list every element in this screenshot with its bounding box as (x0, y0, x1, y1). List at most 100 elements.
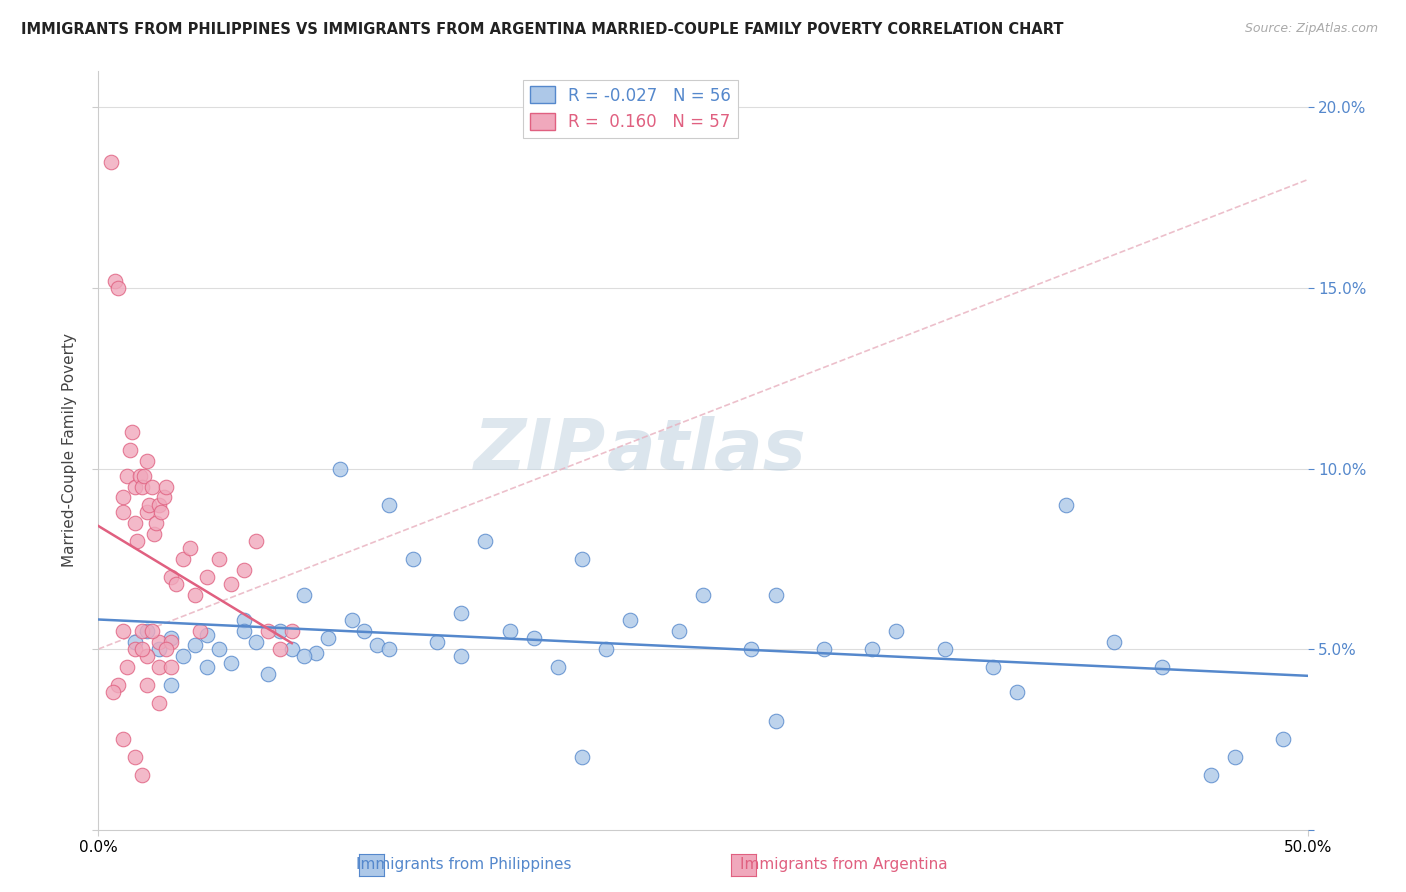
Point (692, 588, 714, 602)
Point (1152, 660, 1174, 674)
Point (127, 533, 149, 548)
Point (134, 468, 156, 483)
Point (765, 588, 787, 602)
Point (981, 660, 1004, 674)
Point (934, 642, 956, 657)
Point (402, 551, 425, 566)
Point (160, 635, 183, 649)
Point (184, 639, 207, 653)
Point (148, 635, 170, 649)
Text: Source: ZipAtlas.com: Source: ZipAtlas.com (1244, 22, 1378, 36)
Point (131, 624, 153, 638)
Point (141, 624, 163, 638)
Point (377, 498, 399, 512)
Point (160, 660, 183, 674)
Point (292, 649, 315, 664)
Point (179, 541, 201, 555)
Point (145, 516, 167, 530)
Point (1054, 498, 1077, 512)
Point (269, 624, 291, 638)
Point (148, 660, 170, 674)
Point (547, 660, 569, 674)
Point (1199, 768, 1222, 782)
Y-axis label: Married-Couple Family Poverty: Married-Couple Family Poverty (62, 334, 77, 567)
Point (131, 479, 153, 493)
Point (135, 649, 157, 664)
Point (124, 635, 146, 649)
Point (329, 461, 352, 475)
Point (571, 551, 593, 566)
Point (184, 588, 207, 602)
Point (107, 281, 129, 295)
Point (172, 649, 194, 664)
Point (1272, 732, 1295, 747)
Point (221, 657, 243, 671)
Point (111, 732, 134, 747)
Point (232, 613, 254, 627)
Point (111, 624, 134, 638)
Point (150, 505, 173, 519)
Point (135, 505, 157, 519)
Point (135, 624, 157, 638)
Point (121, 425, 143, 440)
Point (124, 516, 146, 530)
Point (256, 624, 278, 638)
Point (619, 613, 641, 627)
Point (155, 479, 177, 493)
Point (245, 635, 267, 649)
Point (118, 443, 141, 458)
Point (305, 646, 328, 660)
Point (232, 624, 254, 638)
Point (281, 642, 304, 657)
Text: ZIP: ZIP (474, 416, 606, 485)
Point (256, 667, 278, 681)
Point (131, 642, 153, 657)
Point (155, 642, 177, 657)
Point (195, 660, 218, 674)
Point (813, 642, 835, 657)
Point (101, 685, 124, 699)
Point (269, 642, 291, 657)
Point (316, 631, 339, 645)
Point (195, 570, 218, 584)
Point (148, 696, 170, 710)
Point (860, 642, 883, 657)
Point (377, 642, 399, 657)
Text: IMMIGRANTS FROM PHILIPPINES VS IMMIGRANTS FROM ARGENTINA MARRIED-COUPLE FAMILY P: IMMIGRANTS FROM PHILIPPINES VS IMMIGRANT… (21, 22, 1063, 37)
Point (172, 551, 194, 566)
Point (160, 678, 183, 692)
Point (886, 624, 908, 638)
Point (148, 642, 170, 657)
Point (571, 750, 593, 764)
Point (281, 624, 304, 638)
Point (117, 468, 139, 483)
Text: Immigrants from Argentina: Immigrants from Argentina (740, 857, 948, 872)
Point (124, 479, 146, 493)
Point (138, 498, 160, 512)
Point (366, 639, 388, 653)
Point (111, 491, 134, 505)
Point (104, 274, 127, 288)
Point (474, 533, 496, 548)
Point (498, 624, 520, 638)
Point (195, 627, 218, 641)
Point (740, 642, 762, 657)
Point (107, 678, 129, 692)
Point (188, 624, 211, 638)
Point (426, 635, 449, 649)
Point (765, 714, 787, 729)
Point (1223, 750, 1246, 764)
Point (111, 505, 134, 519)
Point (165, 577, 187, 591)
Point (128, 468, 150, 483)
Point (668, 624, 690, 638)
Point (143, 526, 166, 541)
Legend: R = -0.027   N = 56, R =  0.160   N = 57: R = -0.027 N = 56, R = 0.160 N = 57 (523, 79, 738, 137)
Point (131, 768, 153, 782)
Point (124, 642, 146, 657)
Point (135, 678, 157, 692)
Point (450, 649, 472, 664)
Point (148, 498, 170, 512)
Point (1007, 685, 1029, 699)
Point (208, 642, 231, 657)
